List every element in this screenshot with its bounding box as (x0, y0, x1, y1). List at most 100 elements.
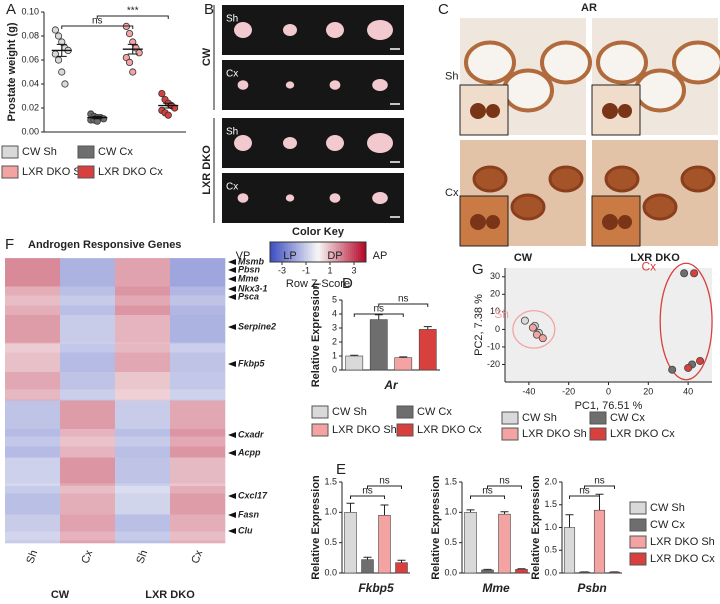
nucleus (470, 103, 486, 119)
key-step (298, 242, 301, 262)
y-tick-label: 1.0 (324, 507, 337, 517)
gland (604, 165, 640, 193)
y-axis-label: Relative Expression (430, 475, 442, 580)
sem-bar (56, 43, 67, 57)
y-tick-label: 0.08 (21, 30, 39, 40)
y-tick-label: 0.0 (444, 567, 457, 577)
legend-swatch (629, 552, 647, 566)
significance-label: ns (92, 16, 103, 27)
key-step (330, 242, 333, 262)
group-label: CW (201, 47, 213, 66)
significance-bracket (61, 25, 134, 29)
legend-swatch (501, 411, 519, 425)
heatmap-cell (115, 457, 171, 487)
data-point (51, 26, 59, 34)
key-step (288, 242, 291, 262)
key-step (326, 242, 329, 262)
gene-label: Cxcl17 (238, 490, 268, 500)
key-step (328, 242, 331, 262)
key-step (334, 242, 337, 262)
x-tick-label: -40 (522, 386, 535, 396)
column-label: LP (283, 250, 296, 262)
key-step (316, 242, 319, 262)
key-step (348, 242, 351, 262)
key-frame (269, 241, 367, 263)
gene-label: Fkbp5 (238, 358, 265, 368)
heatmap-cell (170, 400, 226, 430)
heatmap-title: Androgen Responsive Genes (28, 239, 181, 251)
heatmap-cell (60, 514, 116, 544)
heatmap-cell (5, 457, 61, 487)
heatmap-cell (170, 486, 226, 515)
panel-letter: F (5, 236, 14, 253)
data-point (532, 330, 541, 339)
heatmap-cell (170, 258, 226, 287)
plot-area (505, 268, 712, 382)
key-step (300, 242, 303, 262)
significance-label: ns (362, 486, 373, 497)
heatmap-cell (5, 429, 61, 458)
key-tick-label: -3 (278, 265, 286, 275)
key-tick-label: 1 (327, 265, 332, 275)
data-point (538, 334, 547, 343)
key-step (306, 242, 309, 262)
error-bar (346, 502, 355, 513)
data-point (125, 29, 134, 38)
error-bar (397, 559, 406, 563)
key-tick-label: 3 (351, 265, 356, 275)
legend-label: LXR DKO Cx (650, 553, 715, 565)
y-tick-label: 1.5 (444, 476, 457, 486)
legend-swatch (396, 405, 414, 419)
gland (672, 40, 720, 85)
significance-bracket (353, 313, 404, 317)
key-step (364, 242, 367, 262)
tissue (367, 133, 393, 153)
legend-swatch (501, 427, 519, 441)
row-label: Cx (445, 187, 459, 199)
legend-label: CW Cx (650, 519, 685, 531)
legend-swatch (311, 405, 329, 419)
column-label: AP (373, 250, 388, 262)
bar (395, 562, 408, 574)
key-step (322, 242, 325, 262)
heatmap-cell (5, 258, 61, 287)
sem-bar (92, 115, 103, 120)
heatmap-cell (5, 286, 61, 316)
key-step (314, 242, 317, 262)
y-axis-label: Prostate weight (g) (6, 22, 18, 121)
heatmap-cell (115, 486, 171, 515)
key-step (280, 242, 283, 262)
key-step (292, 242, 295, 262)
y-tick-label: 5 (332, 294, 337, 304)
gene-arrow (228, 267, 236, 273)
heatmap-cell (115, 372, 171, 401)
bar (418, 329, 437, 371)
x-tick-label: -20 (562, 386, 575, 396)
tissue (285, 81, 295, 89)
key-step (354, 242, 357, 262)
tissue (237, 80, 249, 90)
data-point (164, 111, 172, 119)
heatmap-cell (60, 486, 116, 515)
gland (642, 193, 678, 221)
legend-label: CW Sh (650, 502, 685, 514)
data-point (528, 323, 537, 332)
legend-swatch (1, 165, 19, 179)
significance-label: ns (499, 476, 510, 487)
gene-arrow (228, 528, 236, 534)
significance-bracket (367, 485, 402, 489)
heatmap-cell (60, 286, 116, 316)
error-bar (565, 514, 574, 528)
column-label: DP (327, 250, 342, 262)
legend-swatch (629, 501, 647, 515)
facet-title: Fkbp5 (358, 581, 394, 595)
x-tick-label: 40 (683, 386, 693, 396)
gland (472, 165, 508, 193)
y-tick-label: 1.5 (324, 476, 337, 486)
heatmap-cell (5, 400, 61, 430)
y-tick-label: 2.0 (544, 476, 557, 486)
panel-letter: C (438, 1, 449, 18)
legend-label: LXR DKO Cx (417, 424, 482, 436)
nucleus (602, 103, 618, 119)
